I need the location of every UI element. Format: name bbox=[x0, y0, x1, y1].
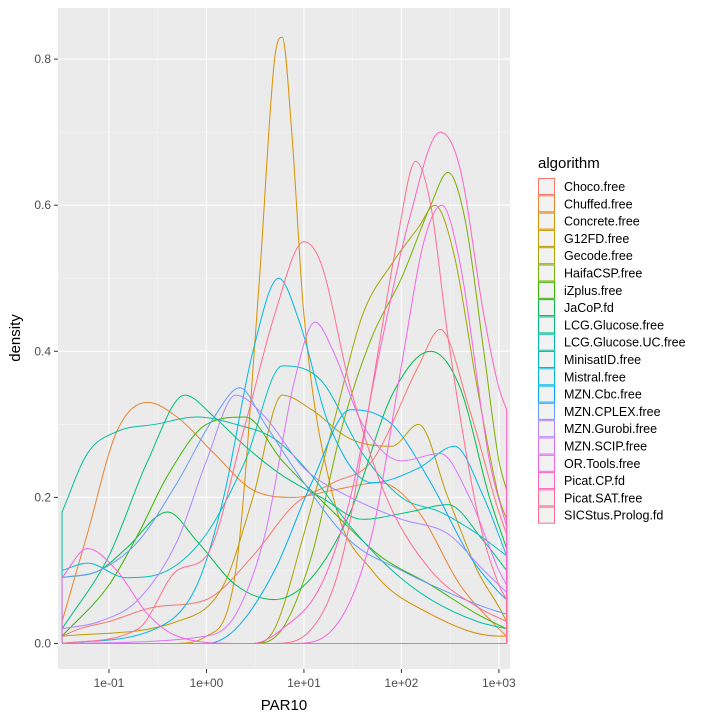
legend-label: MinisatID.free bbox=[564, 353, 641, 367]
density-curve-sicstus-prolog-fd bbox=[61, 160, 508, 644]
legend-key bbox=[538, 178, 555, 195]
density-curve-picat-sat-free bbox=[61, 241, 508, 644]
y-tick-label: 0.2 bbox=[34, 490, 51, 504]
legend-key bbox=[538, 437, 555, 455]
legend-label: G12FD.free bbox=[564, 232, 629, 246]
legend-key bbox=[538, 281, 555, 299]
legend-label: iZplus.free bbox=[564, 284, 622, 298]
density-curve-mzn-cbc-free bbox=[61, 409, 508, 644]
legend-label: LCG.Glucose.free bbox=[564, 318, 664, 332]
legend-key bbox=[538, 506, 555, 524]
legend-label: OR.Tools.free bbox=[564, 457, 640, 471]
density-curve-mzn-gurobi-free bbox=[61, 394, 508, 644]
legend-label: Picat.CP.fd bbox=[564, 474, 625, 488]
x-tick-label: 1e-01 bbox=[94, 676, 125, 690]
legend-key bbox=[538, 247, 555, 265]
legend-key bbox=[538, 212, 555, 230]
legend-label: JaCoP.fd bbox=[564, 301, 614, 315]
legend-key bbox=[538, 489, 555, 507]
legend-label: Chuffed.free bbox=[564, 197, 633, 211]
legend-key bbox=[538, 420, 555, 438]
y-tick-label: 0.8 bbox=[34, 52, 51, 66]
legend-key bbox=[538, 195, 555, 213]
legend-label: HaifaCSP.free bbox=[564, 267, 642, 281]
series-layer bbox=[61, 36, 508, 644]
legend-key bbox=[538, 229, 555, 247]
x-axis: 1e-01 1e+00 1e+01 1e+02 1e+03 bbox=[94, 669, 516, 690]
density-curve-mistral-free bbox=[61, 277, 508, 644]
density-curve-mzn-scip-free bbox=[61, 321, 508, 644]
y-tick-label: 0.4 bbox=[34, 344, 51, 358]
legend-key bbox=[538, 316, 555, 334]
density-curve-or-tools-free bbox=[61, 204, 508, 644]
x-tick-label: 1e+03 bbox=[482, 676, 516, 690]
x-tick-label: 1e+00 bbox=[190, 676, 224, 690]
density-curve-jacop-fd bbox=[61, 350, 508, 644]
legend-key bbox=[538, 368, 555, 386]
legend-label: Choco.free bbox=[564, 180, 625, 194]
density-curve-choco-free bbox=[61, 328, 508, 644]
legend-label: MZN.SCIP.free bbox=[564, 440, 647, 454]
legend-key bbox=[538, 264, 555, 282]
legend-key bbox=[538, 472, 555, 490]
legend-key bbox=[538, 299, 555, 317]
legend-label: Concrete.free bbox=[564, 215, 640, 229]
density-curve-picat-cp-fd bbox=[61, 131, 508, 644]
y-tick-label: 0.0 bbox=[34, 636, 51, 650]
legend-key bbox=[538, 402, 555, 420]
legend-label: MZN.CPLEX.free bbox=[564, 405, 661, 419]
legend-label: SICStus.Prolog.fd bbox=[564, 509, 663, 523]
legend-title: algorithm bbox=[538, 155, 600, 172]
plot-panel bbox=[58, 8, 510, 669]
density-curve-chuffed-free bbox=[61, 401, 508, 644]
density-curve-gecode-free bbox=[61, 204, 508, 644]
x-tick-label: 1e+01 bbox=[287, 676, 321, 690]
y-axis-label: density bbox=[7, 314, 24, 362]
density-curve-izplus-free bbox=[61, 416, 508, 644]
density-curve-concrete-free bbox=[61, 36, 508, 644]
density-curve-minisatid-free bbox=[61, 365, 508, 644]
density-curve-lcg-glucose-free bbox=[61, 394, 508, 644]
legend-label: MZN.Cbc.free bbox=[564, 388, 642, 402]
y-axis: 0.0 0.2 0.4 0.6 0.8 bbox=[34, 52, 58, 650]
legend-key bbox=[538, 351, 555, 368]
density-curve-mzn-cplex-free bbox=[61, 387, 508, 644]
legend-key bbox=[538, 333, 555, 351]
legend-key bbox=[538, 385, 555, 403]
density-curve-g12fd-free bbox=[61, 394, 508, 644]
legend-label: MZN.Gurobi.free bbox=[564, 422, 657, 436]
legend-label: Picat.SAT.free bbox=[564, 491, 642, 505]
x-axis-label: PAR10 bbox=[261, 697, 307, 714]
legend-key bbox=[538, 454, 555, 472]
y-tick-label: 0.6 bbox=[34, 198, 51, 212]
density-curve-haifacsp-free bbox=[61, 171, 508, 644]
legend: algorithm Choco.free Chuffed.free Concrete… bbox=[538, 155, 686, 524]
x-tick-label: 1e+02 bbox=[385, 676, 419, 690]
legend-label: LCG.Glucose.UC.free bbox=[564, 336, 686, 350]
legend-label: Gecode.free bbox=[564, 249, 633, 263]
legend-label: Mistral.free bbox=[564, 370, 626, 384]
